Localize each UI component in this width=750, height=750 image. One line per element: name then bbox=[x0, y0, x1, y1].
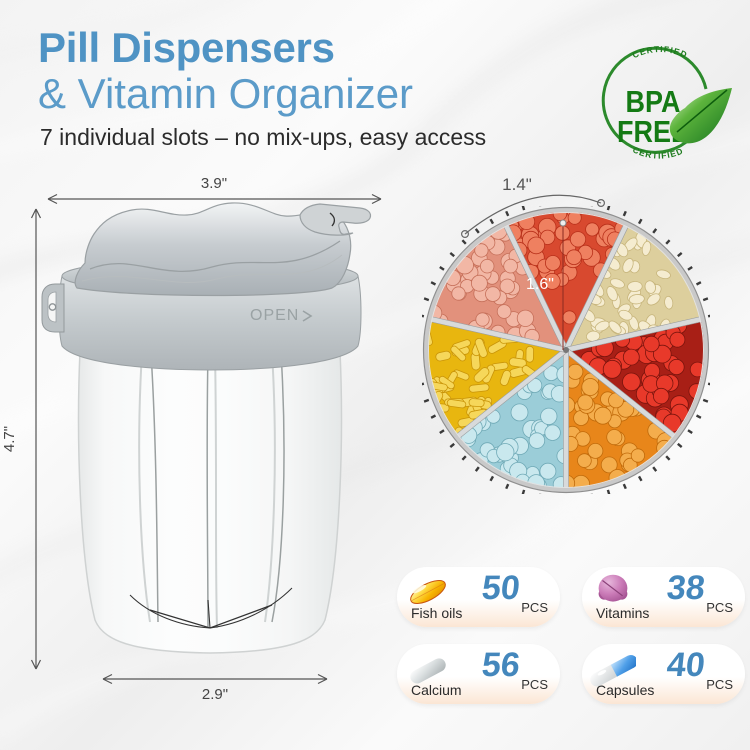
svg-text:2.9": 2.9" bbox=[202, 686, 228, 703]
svg-text:3.9": 3.9" bbox=[201, 175, 227, 192]
svg-text:OPEN: OPEN bbox=[250, 307, 299, 324]
svg-text:BPA: BPA bbox=[626, 86, 681, 120]
svg-text:4.7": 4.7" bbox=[1, 426, 18, 452]
svg-text:1.6": 1.6" bbox=[526, 276, 554, 293]
svg-text:1.4": 1.4" bbox=[502, 175, 532, 194]
